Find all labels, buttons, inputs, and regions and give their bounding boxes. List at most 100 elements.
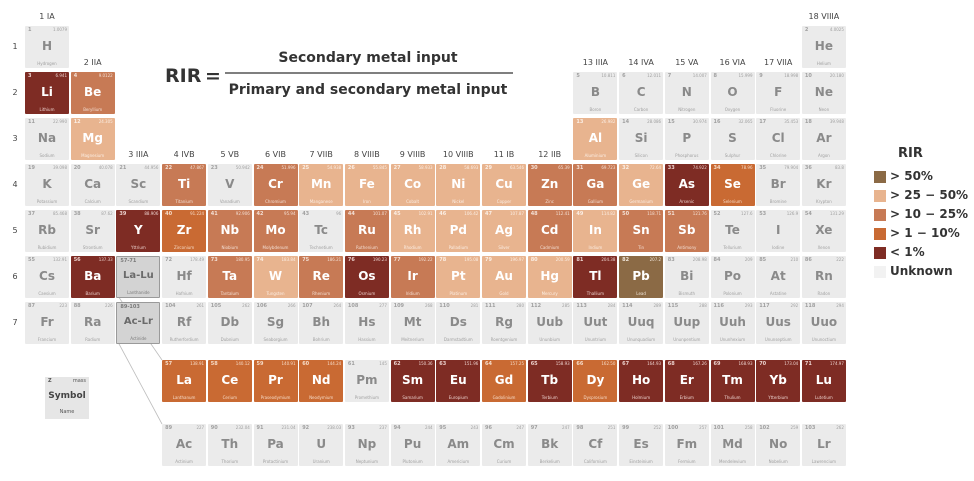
element-name: Bismuth bbox=[678, 291, 696, 296]
element-symbol: Pt bbox=[451, 269, 466, 283]
element-symbol: Ru bbox=[357, 223, 376, 237]
element-symbol: Cf bbox=[588, 437, 603, 451]
atomic-number: 95 bbox=[439, 425, 447, 431]
element-cell-at: 85 210 At Astatine bbox=[756, 256, 801, 298]
element-cell-uub: 112 285 Uub Ununbium bbox=[527, 302, 572, 344]
element-symbol: B bbox=[590, 85, 600, 99]
element-cell-no: 102 259 No Nobelium bbox=[756, 424, 801, 466]
element-symbol: Uub bbox=[536, 315, 564, 329]
element-symbol: Al bbox=[588, 131, 603, 145]
element-name: Seaborgium bbox=[263, 337, 288, 342]
atomic-mass: 9.0122 bbox=[98, 73, 113, 78]
group-label: 11 IB bbox=[493, 150, 515, 159]
period-label: 7 bbox=[12, 318, 18, 327]
element-symbol: N bbox=[681, 85, 692, 99]
element-symbol: Ar bbox=[816, 131, 832, 145]
atomic-number: 26 bbox=[347, 165, 355, 171]
atomic-mass: 162.50 bbox=[601, 361, 616, 366]
atomic-number: 8 bbox=[713, 73, 717, 79]
element-cell-cf: 98 251 Cf Californium bbox=[573, 424, 618, 466]
element-name: Osmium bbox=[358, 291, 376, 296]
element-name: Niobium bbox=[221, 245, 239, 250]
atomic-mass: 144.24 bbox=[327, 361, 342, 366]
element-symbol: At bbox=[770, 269, 786, 283]
element-cell-li: 3 6.941 Li Lithium bbox=[25, 72, 69, 114]
atomic-number: 62 bbox=[393, 361, 401, 367]
element-name: Ytterbium bbox=[768, 395, 789, 400]
atomic-number: 81 bbox=[576, 257, 584, 263]
atomic-mass: 158.93 bbox=[555, 361, 570, 366]
element-symbol: Uup bbox=[673, 315, 701, 329]
atomic-mass: 238.03 bbox=[327, 425, 342, 430]
atomic-mass: 247 bbox=[562, 425, 570, 430]
element-symbol: Zn bbox=[541, 177, 559, 191]
element-cell-ne: 10 20.180 Ne Neon bbox=[801, 72, 846, 114]
element-name: Hydrogen bbox=[37, 61, 57, 66]
element-name: Europium bbox=[448, 395, 468, 400]
atomic-mass: 268 bbox=[424, 303, 433, 308]
atomic-mass: 137.33 bbox=[98, 257, 113, 262]
atomic-number: 49 bbox=[576, 211, 584, 217]
period-label: 1 bbox=[12, 42, 18, 51]
element-cell-ag: 47 107.87 Ag Silver bbox=[482, 210, 526, 252]
element-name: Antimony bbox=[677, 245, 697, 250]
element-symbol: Mg bbox=[82, 131, 103, 145]
element-name: Iron bbox=[363, 199, 371, 204]
element-cell-rh: 45 102.91 Rh Rhodium bbox=[390, 210, 435, 252]
atomic-number: 87 bbox=[28, 303, 35, 309]
atomic-mass: 72.64 bbox=[649, 165, 662, 170]
legend-label: > 1 − 10% bbox=[890, 226, 960, 240]
element-name: Boron bbox=[589, 107, 602, 112]
atomic-number: 14 bbox=[622, 119, 630, 125]
atomic-number: 28 bbox=[439, 165, 447, 171]
element-name: Argon bbox=[817, 153, 830, 158]
atomic-mass: 40.078 bbox=[98, 165, 113, 170]
group-label: 17 VIIA bbox=[763, 58, 793, 67]
atomic-number: 36 bbox=[804, 165, 812, 171]
atomic-number: 74 bbox=[256, 257, 264, 263]
atomic-number: 94 bbox=[393, 425, 401, 431]
atomic-number: 13 bbox=[576, 119, 584, 125]
atomic-number: 85 bbox=[759, 257, 767, 263]
atomic-number: 40 bbox=[165, 211, 173, 217]
element-symbol: Kr bbox=[816, 177, 832, 191]
element-name: Barium bbox=[85, 291, 100, 296]
element-name: Cobalt bbox=[406, 199, 420, 204]
atomic-number: 78 bbox=[439, 257, 447, 263]
element-symbol: Np bbox=[357, 437, 377, 451]
atomic-number: 83 bbox=[667, 257, 675, 263]
atomic-mass: 44.956 bbox=[144, 165, 159, 170]
legend-swatch bbox=[874, 209, 886, 221]
element-symbol: Hg bbox=[540, 269, 559, 283]
atomic-number: 48 bbox=[530, 211, 538, 217]
period-label: 5 bbox=[12, 226, 18, 235]
atomic-mass: 65.39 bbox=[558, 165, 570, 170]
element-symbol: Tl bbox=[589, 269, 602, 283]
element-name: Erbium bbox=[679, 395, 694, 400]
element-name: Gallium bbox=[587, 199, 604, 204]
element-cell-cd: 48 112.41 Cd Cadmium bbox=[527, 210, 572, 252]
atomic-number: 79 bbox=[485, 257, 492, 263]
element-cell-rb: 37 85.468 Rb Rubidium bbox=[25, 210, 69, 252]
atomic-number: 46 bbox=[439, 211, 447, 217]
element-cell-tm: 69 168.93 Tm Thulium bbox=[710, 360, 755, 402]
atomic-number: 106 bbox=[256, 303, 267, 309]
atomic-number: 37 bbox=[28, 211, 35, 217]
element-cell-mt: 109 268 Mt Meitnerium bbox=[390, 302, 435, 344]
element-cell-ho: 67 164.93 Ho Holmium bbox=[619, 360, 664, 402]
element-name: Palladium bbox=[448, 245, 469, 250]
element-cell-ba: 56 137.33 Ba Barium bbox=[70, 256, 115, 298]
atomic-number: 75 bbox=[302, 257, 310, 263]
element-symbol: Mn bbox=[310, 177, 332, 191]
atomic-mass: 78.96 bbox=[741, 165, 753, 170]
element-symbol: Ds bbox=[449, 315, 467, 329]
element-symbol: Rf bbox=[176, 315, 192, 329]
atomic-mass: 54.938 bbox=[327, 165, 342, 170]
element-symbol: Ac bbox=[175, 437, 193, 451]
element-cell-pa: 91 231.04 Pa Protactinium bbox=[253, 424, 298, 466]
element-symbol: Br bbox=[770, 177, 786, 191]
element-symbol: Nd bbox=[311, 373, 331, 387]
atomic-mass: 14.007 bbox=[692, 73, 707, 78]
atomic-number: 76 bbox=[347, 257, 355, 263]
atomic-number: 24 bbox=[256, 165, 264, 171]
